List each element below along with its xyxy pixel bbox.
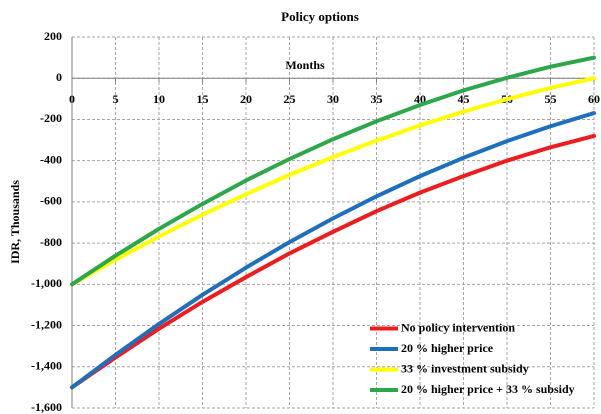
x-tick-label: 45	[458, 92, 470, 106]
y-tick-label: -1,600	[31, 400, 62, 414]
y-tick-label: 0	[56, 70, 62, 84]
y-axis-label: IDR, Thousands	[8, 180, 22, 264]
y-tick-label: -400	[40, 152, 62, 166]
y-tick-label: -1,400	[31, 359, 62, 373]
legend-label: 33 % investment subsidy	[401, 361, 529, 375]
series-line	[70, 76, 596, 287]
x-tick-label: 55	[545, 92, 557, 106]
x-tick-label: 30	[327, 92, 339, 106]
legend-label: 20 % higher price + 33 % subsidy	[401, 382, 575, 396]
x-axis-label: Months	[285, 58, 325, 72]
y-tick-label: -600	[40, 194, 62, 208]
x-tick-label: 35	[371, 92, 383, 106]
legend-label: 20 % higher price	[401, 341, 494, 355]
series-line	[70, 55, 596, 287]
x-tick-label: 60	[588, 92, 600, 106]
y-tick-label: 200	[44, 29, 62, 43]
x-tick-label: 5	[113, 92, 119, 106]
y-tick-label: -1,200	[31, 317, 62, 331]
y-tick-label: -200	[40, 111, 62, 125]
x-tick-label: 15	[197, 92, 209, 106]
x-tick-label: 10	[153, 92, 165, 106]
legend-label: No policy intervention	[401, 320, 515, 334]
series-line	[70, 111, 596, 390]
y-tick-label: -1,000	[31, 276, 62, 290]
y-tick-label: -800	[40, 235, 62, 249]
series-line	[70, 133, 596, 390]
x-tick-label: 20	[240, 92, 252, 106]
chart-title: Policy options	[281, 9, 359, 24]
x-tick-label: 25	[284, 92, 296, 106]
